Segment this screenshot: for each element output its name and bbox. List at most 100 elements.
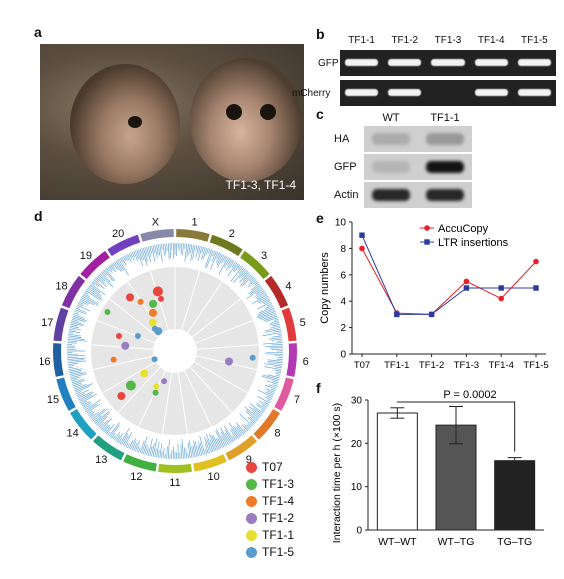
chromosome-separator [189, 366, 233, 413]
legend-label: TF1-3 [262, 477, 295, 491]
circos-density-tick [68, 367, 79, 370]
insertion-dot [149, 299, 158, 308]
circos-density-tick [156, 441, 160, 458]
circos-density-tick [125, 254, 130, 261]
circos-density-tick [220, 431, 229, 445]
circos-density-tick [105, 267, 110, 272]
circos-density-tick [68, 364, 75, 367]
interaction-time-chart: 0 10 20 30 Interaction time per h (×100 s) WT… [331, 389, 544, 548]
monkey-right-face [190, 58, 302, 182]
circos-density-tick [94, 278, 100, 282]
circos-density-tick [72, 315, 87, 322]
data-point [359, 232, 365, 238]
circos-density-tick [130, 438, 136, 450]
chromosome-label: 16 [40, 356, 50, 368]
insertion-dot [152, 286, 163, 297]
insertion-dot [224, 357, 233, 366]
y-tick-label: 4 [340, 297, 346, 308]
circos-density-tick [67, 337, 85, 340]
chromosome-segment [286, 343, 297, 377]
circos-density-tick [109, 264, 116, 273]
chromosome-segment [193, 454, 227, 472]
circos-density-tick [208, 248, 211, 254]
chromosome-segment [281, 307, 297, 342]
circos-density-tick [81, 297, 95, 306]
circos-density-tick [69, 371, 82, 375]
circos-density-tick [232, 435, 236, 441]
chromosome-label: 15 [47, 394, 59, 406]
circos-density-tick [85, 403, 97, 412]
circos-density-tick [228, 260, 235, 269]
circos-density-tick [167, 439, 170, 459]
chromosome-segment [80, 250, 110, 279]
circos-density-tick [67, 362, 78, 365]
circos-density-tick [127, 253, 132, 263]
gel-lane-label: TF1-2 [391, 35, 419, 46]
panel-a-letter: a [34, 24, 42, 40]
circos-density-tick [69, 327, 82, 331]
circos-density-tick [188, 244, 191, 255]
blot-band [426, 133, 464, 145]
circos-density-tick [75, 391, 82, 395]
circos-density-tick [144, 445, 148, 455]
circos-density-tick [86, 288, 104, 301]
circos-density-tick [185, 448, 188, 459]
circos-density-tick [121, 257, 127, 266]
circos-density-tick [210, 434, 219, 451]
chromosome-label: 1 [191, 216, 197, 228]
circos-density-tick [256, 404, 266, 411]
chromosome-separator [195, 319, 254, 344]
legend-dot [246, 530, 257, 541]
circos-density-tick [227, 262, 238, 277]
circos-density-tick [255, 288, 264, 295]
circos-density-tick [268, 384, 277, 388]
circos-density-tick [141, 248, 148, 266]
circos-density-tick [265, 304, 273, 309]
circos-density-tick [217, 438, 223, 449]
circos-density-tick [116, 259, 125, 271]
chromosome-label: 10 [207, 471, 219, 483]
monkey-right-eye-left [226, 104, 242, 120]
circos-density-tick [169, 243, 171, 259]
circos-density-tick [218, 257, 229, 275]
circos-density-tick [209, 439, 216, 452]
circos-density-tick [248, 406, 262, 417]
circos-density-tick [83, 404, 92, 410]
circos-density-tick [272, 335, 282, 338]
panel-e-letter: e [316, 210, 324, 226]
circos-density-tick [264, 353, 283, 355]
circos-density-tick [204, 249, 212, 268]
circos-density-tick [206, 439, 212, 453]
circos-density-tick [197, 445, 201, 457]
blot-band [426, 161, 464, 173]
circos-density-tick [261, 314, 277, 321]
circos-density-tick [112, 435, 116, 440]
circos-density-tick [79, 300, 88, 305]
circos-density-tick [235, 427, 243, 436]
chromosome-label: 7 [294, 394, 300, 406]
circos-density-tick [257, 310, 276, 319]
circos-density-tick [199, 435, 206, 455]
chromosome-separator [92, 355, 154, 371]
y-tick-label: 0 [340, 350, 346, 361]
insertion-dot [125, 380, 136, 391]
circos-density-tick [257, 307, 275, 316]
circos-density-tick [124, 255, 128, 262]
circos-density-tick [81, 400, 88, 405]
circos-density-tick [195, 245, 198, 251]
circos-center-hole [153, 329, 197, 373]
circos-density-tick [131, 251, 135, 258]
circos-density-tick [68, 333, 81, 337]
blot-row-label: Actin [334, 189, 359, 201]
insertion-dot [126, 293, 135, 302]
circos-density-tick [272, 384, 278, 387]
chromosome-separator [184, 370, 212, 427]
circos-density-tick [188, 439, 193, 458]
circos-density-tick [212, 435, 220, 450]
gel-lane-label: TF1-1 [348, 35, 375, 46]
circos-density-tick [154, 448, 157, 458]
circos-density-tick [69, 325, 79, 329]
gel-band [431, 59, 465, 66]
insertion-dot [158, 295, 165, 302]
chromosome-separator [127, 281, 164, 334]
